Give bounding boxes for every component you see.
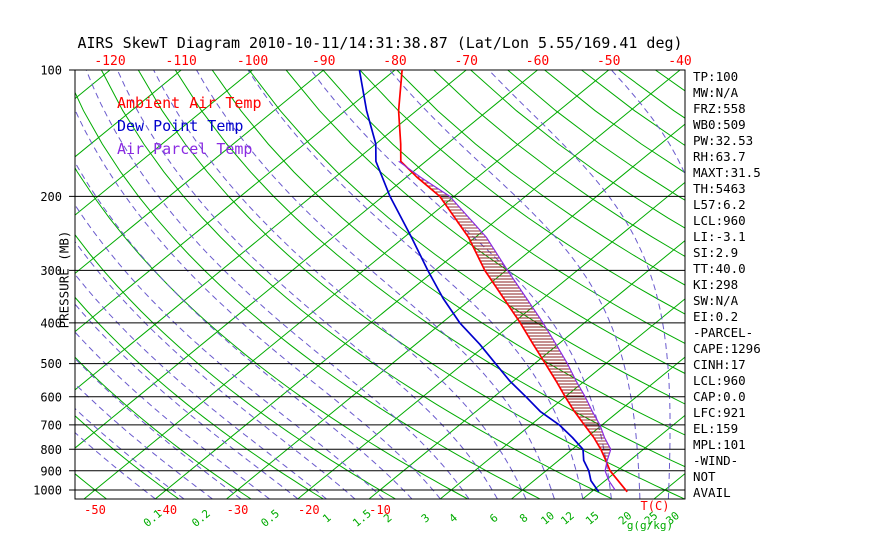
pressure-axis-title: PRESSURE (MB)	[56, 230, 72, 329]
mixing-ratio-tick-label: 4	[447, 511, 461, 525]
pressure-tick-label: 400	[40, 316, 62, 330]
top-temp-tick-label: -80	[383, 54, 406, 69]
dry-adiabat-lines	[75, 70, 685, 499]
stat-line: SI:2.9	[693, 245, 739, 260]
top-temp-axis-labels: -120 -110 -100 -90 -80 -70 -60 -50 -40	[94, 54, 691, 69]
air-parcel-temp-curve	[398, 160, 616, 491]
stat-line: CINH:17	[693, 357, 746, 372]
pressure-tick-labels: 100 200 300 400 500 600 700 800 900 1000	[33, 64, 62, 498]
mixing-ratio-tick-label: 10	[538, 509, 557, 527]
stat-line: MPL:101	[693, 437, 746, 452]
chart-title: AIRS SkewT Diagram 2010-10-11/14:31:38.8…	[77, 34, 683, 52]
pressure-tick-label: 700	[40, 418, 62, 432]
mixing-ratio-tick-label: 0.2	[189, 507, 213, 530]
stat-line: CAP:0.0	[693, 389, 746, 404]
stat-line: MAXT:31.5	[693, 165, 761, 180]
top-temp-tick-label: -90	[312, 54, 335, 69]
stat-line: WB0:509	[693, 117, 746, 132]
stat-line: TT:40.0	[693, 261, 746, 276]
bottom-temp-tick-label: -10	[369, 503, 391, 517]
stat-line: LFC:921	[693, 405, 746, 420]
cape-hatch-region	[414, 173, 611, 460]
pressure-tick-label: 100	[40, 64, 62, 78]
pressure-tick-label: 900	[40, 464, 62, 478]
stat-line: FRZ:558	[693, 101, 746, 116]
stats-panel: TP:100 MW:N/A FRZ:558 WB0:509 PW:32.53 RH:63.…	[693, 69, 761, 501]
mixing-ratio-tick-label: 12	[558, 509, 577, 527]
mixing-ratio-tick-label: 0.5	[258, 507, 282, 530]
stat-line: LCL:960	[693, 373, 746, 388]
top-temp-tick-label: -40	[668, 54, 691, 69]
pressure-tick-label: 300	[40, 264, 62, 278]
mixing-ratio-tick-label: 6	[487, 511, 500, 525]
stat-line: LI:-3.1	[693, 229, 746, 244]
bottom-temp-tick-label: -20	[298, 503, 320, 517]
mixing-ratio-tick-label: 8	[517, 511, 530, 525]
stat-line: PW:32.53	[693, 133, 754, 148]
stat-line: -PARCEL-	[693, 325, 754, 340]
legend-ambient-air-temp: Ambient Air Temp	[117, 94, 262, 112]
stat-line: EL:159	[693, 421, 739, 436]
legend-dew-point-temp: Dew Point Temp	[117, 117, 244, 135]
bottom-temp-tick-label: -40	[155, 503, 177, 517]
legend-air-parcel-temp: Air Parcel Temp	[117, 140, 253, 158]
bottom-temp-axis-labels: -50 -40 -30 -20 -10	[84, 503, 391, 517]
plot-border	[74, 69, 686, 500]
pressure-tick-label: 200	[40, 190, 62, 204]
moist-adiabat-lines	[75, 70, 685, 499]
mixing-ratio-tick-label: 15	[583, 509, 602, 527]
stat-line: NOT	[693, 469, 716, 484]
stat-line: RH:63.7	[693, 149, 746, 164]
mixing-ratio-axis-labels: 0.1 0.2 0.5 1 1.5 2 3 4 6 8 10 12 15 20 25 30	[141, 507, 682, 530]
pressure-tick-label: 600	[40, 390, 62, 404]
isotherm-lines	[75, 70, 685, 499]
temp-axis-unit-label: T(C)	[641, 499, 670, 513]
stat-line: TP:100	[693, 69, 739, 84]
mixing-ratio-tick-label: 3	[419, 511, 432, 525]
pressure-tick-label: 1000	[33, 484, 62, 498]
top-temp-tick-label: -120	[94, 54, 125, 69]
pressure-tick-label: 800	[40, 443, 62, 457]
top-temp-tick-label: -70	[454, 54, 477, 69]
pressure-tick-label: 500	[40, 357, 62, 371]
stat-line: TH:5463	[693, 181, 746, 196]
stat-line: EI:0.2	[693, 309, 739, 324]
top-temp-tick-label: -60	[526, 54, 549, 69]
stat-line: L57:6.2	[693, 197, 746, 212]
top-temp-tick-label: -100	[237, 54, 268, 69]
stat-line: KI:298	[693, 277, 739, 292]
bottom-temp-tick-label: -50	[84, 503, 106, 517]
stat-line: CAPE:1296	[693, 341, 761, 356]
mixing-ratio-unit-label: g(g/kg)	[627, 519, 673, 532]
stat-line: MW:N/A	[693, 85, 739, 100]
stat-line: SW:N/A	[693, 293, 739, 308]
mixing-ratio-tick-label: 2	[381, 511, 394, 525]
top-temp-tick-label: -110	[166, 54, 197, 69]
mixing-ratio-tick-label: 1	[320, 511, 333, 525]
stat-line: LCL:960	[693, 213, 746, 228]
chart-legend: Ambient Air Temp Dew Point Temp Air Parc…	[117, 92, 262, 161]
stat-line: AVAIL	[693, 485, 731, 500]
top-temp-tick-label: -50	[597, 54, 620, 69]
stat-line: -WIND-	[693, 453, 739, 468]
dew-point-temp-curve	[358, 69, 600, 493]
bottom-temp-tick-label: -30	[227, 503, 249, 517]
